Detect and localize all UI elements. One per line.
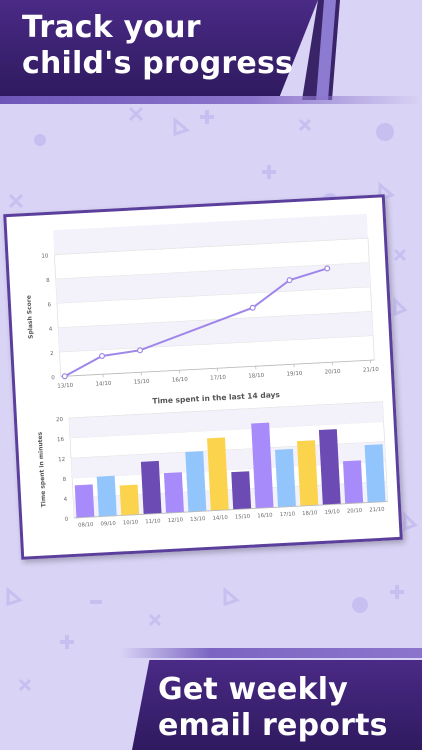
line-y-tick-label: 8 [46, 278, 50, 284]
bar-x-tick-label: 08/10 [78, 522, 94, 529]
line-chart: 0 2 4 6 8 10 Splash Score 13/10 14/10 15/10 16/10 1… [25, 213, 380, 390]
line-point [137, 347, 144, 354]
bar [163, 472, 184, 514]
bar [297, 440, 319, 507]
bar-x-tick-label: 11/10 [145, 518, 161, 525]
bar [74, 484, 95, 518]
bar [275, 448, 296, 508]
line-y-tick-label: 6 [47, 302, 51, 308]
line-grid-band [55, 262, 371, 304]
bar-x-tick-label: 19/10 [324, 509, 340, 516]
line-y-tick-label: 2 [50, 351, 54, 357]
bar-x-tick-label: 21/10 [369, 507, 385, 514]
line-y-tick-label: 0 [51, 375, 55, 381]
bar [231, 471, 252, 510]
line-grid-line [54, 237, 368, 255]
line-x-tick-label: 14/10 [95, 381, 112, 388]
bar [96, 475, 117, 517]
bar-x-tick-label: 12/10 [168, 517, 184, 524]
line-y-tick-label: 10 [41, 253, 49, 259]
bar-x-tick-label: 14/10 [212, 515, 228, 522]
bar-chart: 0 4 8 12 16 20 Time spent in minutes 08/10 09/10… [37, 401, 389, 529]
bar-x-tick-label: 16/10 [257, 513, 273, 520]
bar-x-tick-label: 20/10 [347, 508, 363, 515]
bar-y-tick-label: 4 [64, 497, 68, 503]
line-y-tick-label: 4 [49, 326, 53, 332]
line-grid-line [55, 262, 370, 280]
bar-y-tick-label: 12 [58, 457, 65, 463]
bottom-banner-accent-bar [120, 648, 422, 658]
bar-x-tick-label: 15/10 [235, 514, 251, 521]
report-card: Grade 4 - Increase in Splash Score over … [3, 194, 403, 560]
bar-x-tick-label: 09/10 [100, 521, 116, 528]
line-grid-line [56, 286, 371, 304]
line-x-tick-label: 21/10 [363, 367, 380, 374]
bar-grid-line [68, 401, 383, 419]
line-x-tick-label: 20/10 [325, 369, 342, 376]
bar-x-tick-label: 18/10 [302, 510, 318, 517]
line-point [61, 373, 68, 380]
banner-edge-decoration [302, 0, 340, 100]
line-x-tick-label: 19/10 [286, 371, 303, 378]
top-banner-accent-bar [0, 96, 422, 104]
line-point [324, 265, 331, 272]
line-x-tick-label: 18/10 [248, 373, 265, 380]
top-headline: Track your child's progress [22, 10, 294, 81]
bar-y-tick-label: 8 [63, 477, 67, 483]
bar [364, 444, 386, 503]
bar-x-tick-label: 10/10 [123, 520, 139, 527]
bar-grid-band [68, 401, 384, 439]
bar [251, 422, 274, 509]
line-grid-line [58, 310, 372, 329]
line-x-tick-label: 16/10 [172, 377, 189, 384]
line-point [286, 277, 293, 284]
line-x-axis [60, 359, 375, 377]
bar-x-axis [74, 501, 388, 519]
bar-y-tick-label: 16 [57, 437, 65, 443]
line-x-tick-label: 17/10 [210, 375, 227, 382]
bar [342, 460, 364, 504]
bar-x-tick-label: 13/10 [190, 516, 206, 523]
bar-y-axis-label: Time spent in minutes [37, 431, 48, 507]
bar [140, 460, 162, 515]
top-banner [0, 0, 318, 96]
line-point [249, 304, 256, 311]
bar-x-tick-label: 17/10 [280, 511, 296, 518]
line-point [99, 352, 106, 359]
bar [318, 429, 341, 505]
bar-chart-title: Time spent in the last 14 days [152, 390, 281, 406]
line-grid-line [59, 335, 374, 353]
line-x-tick-label: 15/10 [134, 379, 151, 386]
bar-y-tick-label: 0 [65, 517, 69, 523]
bottom-headline: Get weekly email reports [158, 672, 388, 743]
bar [185, 451, 207, 512]
bar [119, 484, 140, 516]
line-series [64, 267, 328, 378]
line-grid-band [53, 213, 368, 255]
line-x-tick-label: 13/10 [57, 383, 74, 390]
bar-y-tick-label: 20 [56, 417, 64, 423]
bar [207, 437, 229, 511]
bottom-banner [132, 660, 422, 750]
line-y-axis-label: Splash Score [25, 295, 34, 339]
report-charts: Grade 4 - Increase in Splash Score over … [25, 213, 389, 529]
line-grid-band [58, 311, 374, 353]
